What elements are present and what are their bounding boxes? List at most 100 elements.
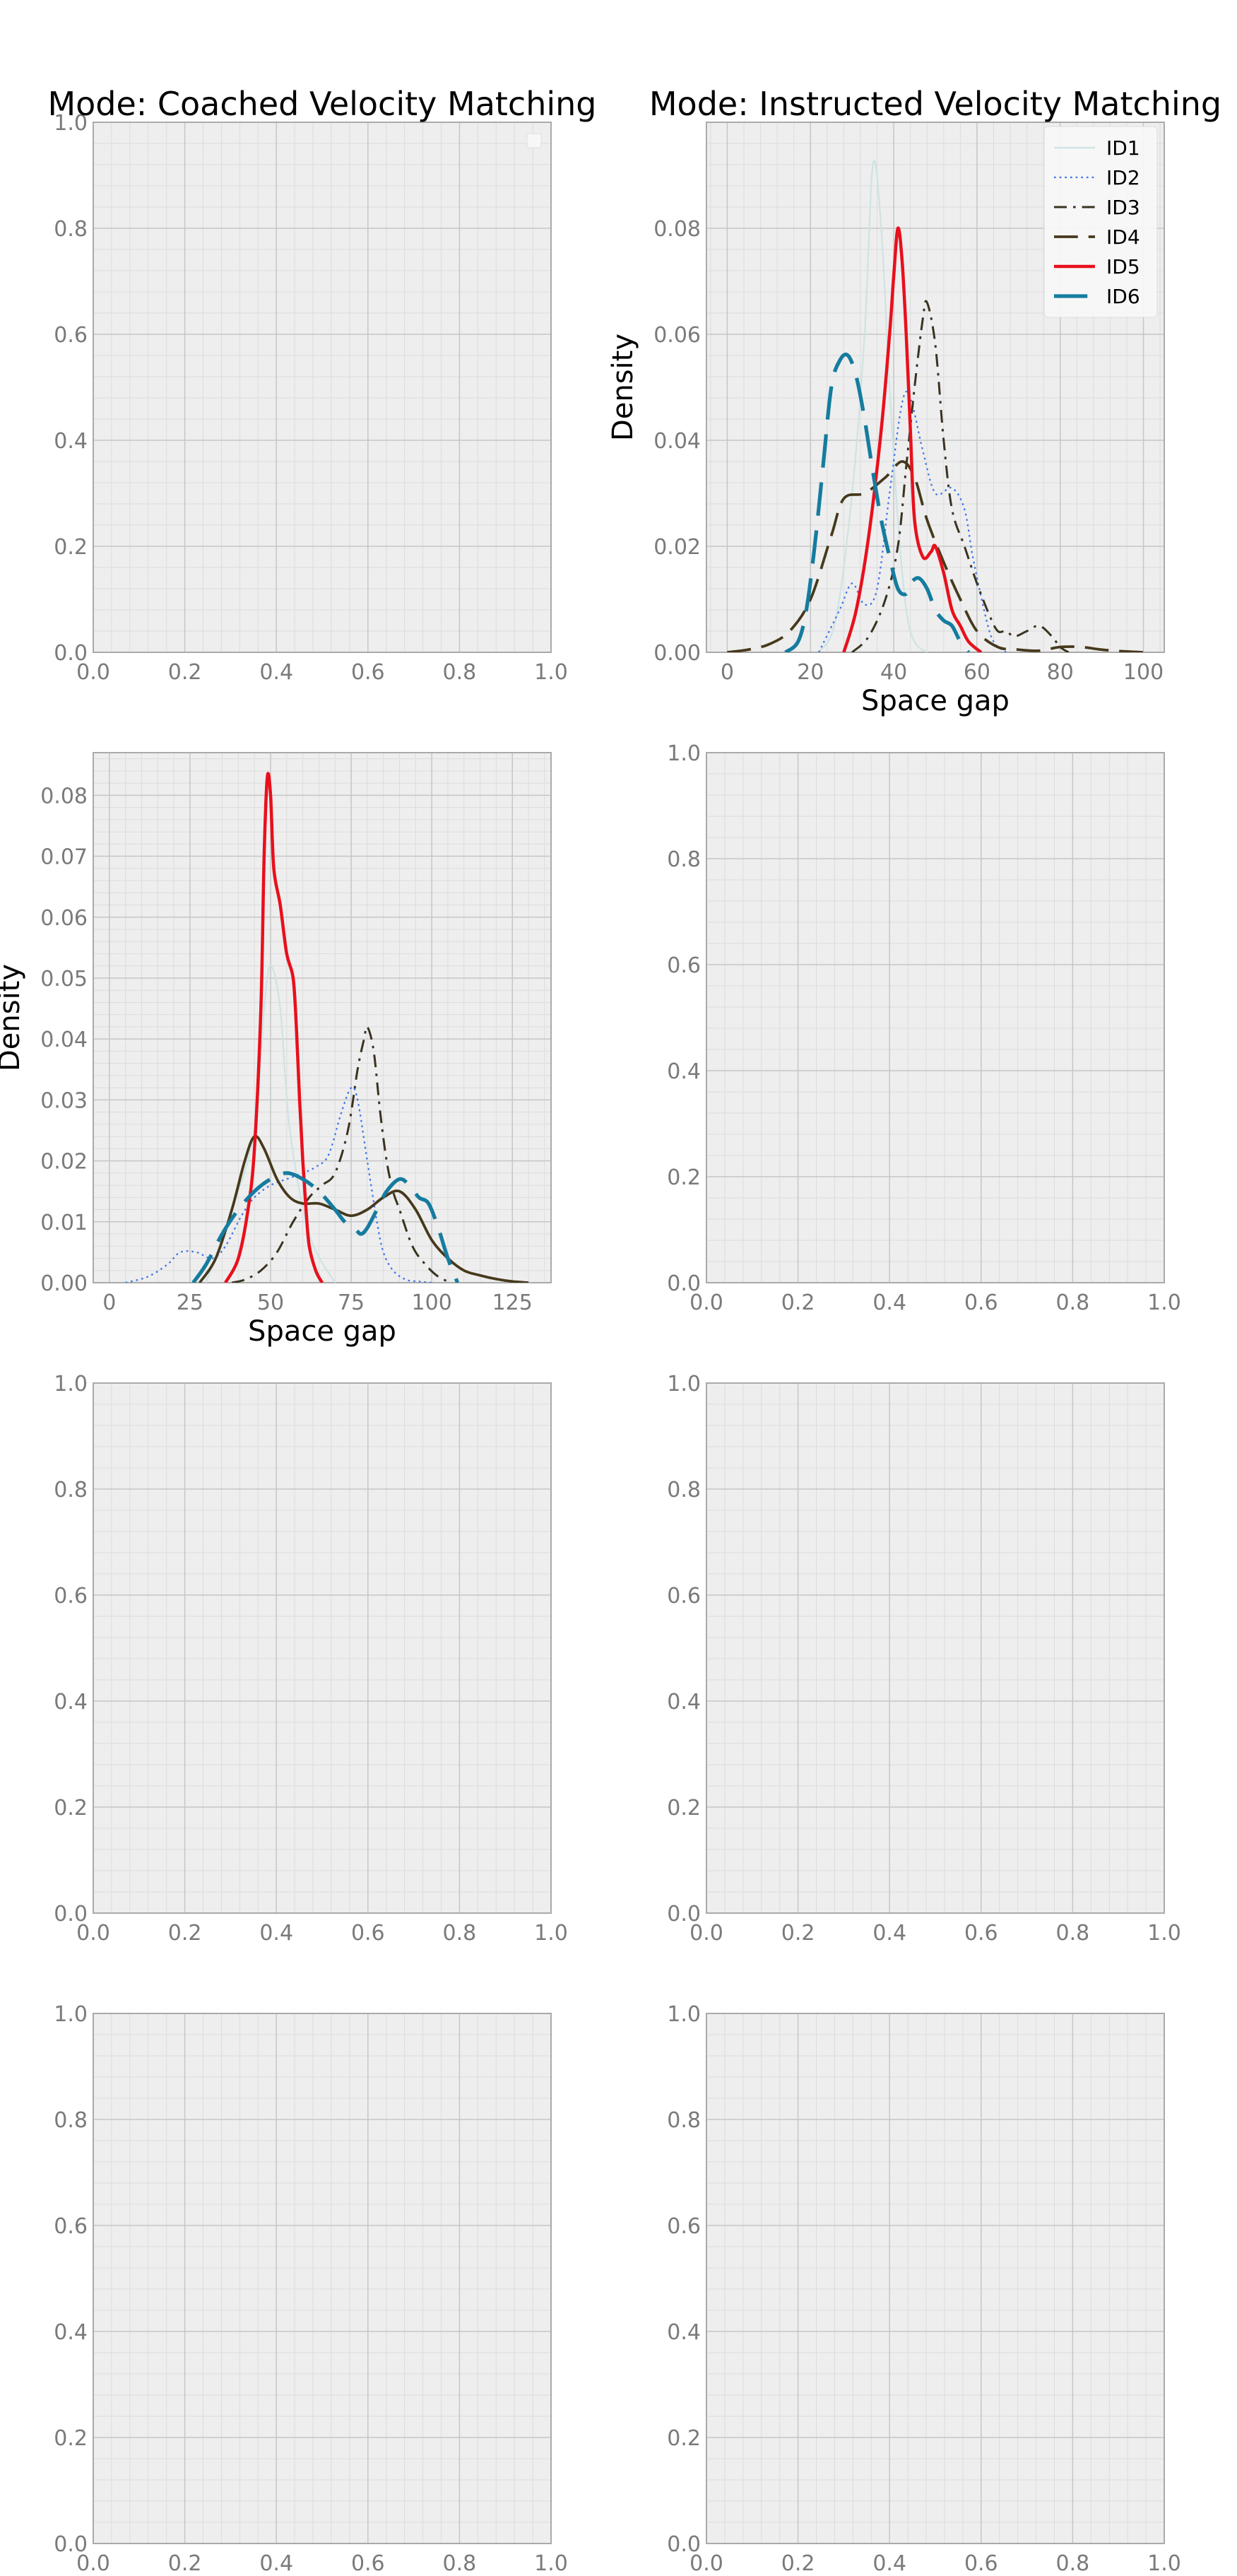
x-tick-label: 0.4 <box>872 1290 906 1315</box>
y-tick-label: 1.0 <box>667 741 701 766</box>
panel-row3-right: 0.0 0.2 0.4 0.6 0.8 1.0 0.0 0.2 0.4 0.6 0.8 1.0 <box>667 1372 1181 1946</box>
legend-label: ID1 <box>1106 136 1140 160</box>
x-tick-label: 1.0 <box>1147 1290 1181 1315</box>
y-tick-label: 0.08 <box>40 784 88 808</box>
x-tick-label: 0.8 <box>443 1921 477 1946</box>
panel-row1-left: 0.0 0.2 0.4 0.6 0.8 1.00.00.20.40.60.81.0Mode… <box>47 85 596 685</box>
y-tick-label: 0.0 <box>667 2532 701 2557</box>
series-group <box>727 160 1144 652</box>
grid <box>93 122 552 653</box>
y-tick-label: 0.01 <box>40 1211 88 1235</box>
x-tick-label: 0.8 <box>1056 1921 1090 1946</box>
x-axis-label: Space gap <box>861 685 1010 717</box>
plot-area <box>93 122 551 652</box>
y-tick-label: 0.4 <box>54 429 88 454</box>
y-tick-label: 0.4 <box>54 2320 88 2345</box>
x-tick-label: 0.6 <box>351 660 385 685</box>
panel-row2-right: 0.0 0.2 0.4 0.6 0.8 1.0 0.0 0.2 0.4 0.6 0.8 1.0 <box>667 741 1181 1315</box>
legend-label: ID6 <box>1106 285 1140 308</box>
x-tick-label: 0.2 <box>781 1921 815 1946</box>
y-tick-label: 0.2 <box>54 2426 88 2451</box>
y-tick-label: 0.0 <box>54 641 88 666</box>
x-tick-label: 0 <box>102 1290 116 1315</box>
y-tick-label: 0.2 <box>54 1796 88 1821</box>
y-tick-label: 0.8 <box>54 2108 88 2133</box>
x-tick-label: 0.4 <box>872 2551 906 2576</box>
x-tick-label: 0.4 <box>259 2551 293 2576</box>
series-line-id4 <box>199 1134 529 1283</box>
x-tick-label: 0.0 <box>76 1921 110 1946</box>
plot-area <box>93 1383 551 1913</box>
panel-row1-right: 0 20 40 60 80 100 0.00 0.02 0.04 0.06 0.08 Mode: In… <box>607 85 1221 717</box>
y-tick-label: 0.6 <box>54 323 88 348</box>
series-group <box>125 772 529 1283</box>
x-tick-label: 1.0 <box>534 660 568 685</box>
series-line-id2 <box>125 1086 432 1283</box>
plot-frame <box>706 122 1165 653</box>
x-tick-label: 0.2 <box>168 2551 202 2576</box>
x-tick-label: 0.6 <box>964 1290 998 1315</box>
x-tick-label: 20 <box>797 660 824 685</box>
x-tick-label: 0.2 <box>168 1921 202 1946</box>
series-line-id6 <box>191 1171 460 1283</box>
y-tick-label: 0.2 <box>667 1165 701 1190</box>
x-tick-label: 0.0 <box>689 2551 723 2576</box>
x-tick-label: 100 <box>1123 660 1164 685</box>
series-line-id4 <box>727 460 1144 652</box>
y-tick-label: 0.6 <box>54 1584 88 1608</box>
x-tick-label: 0.0 <box>76 2551 110 2576</box>
y-tick-label: 0.6 <box>54 2214 88 2239</box>
grid <box>706 1382 1165 1914</box>
x-tick-label: 0.0 <box>689 1290 723 1315</box>
panel-row2-left: 0 25 50 75 100 125 0.00 0.01 0.02 0.03 0.04 0.05 0.0… <box>0 752 552 1348</box>
y-tick-label: 0.00 <box>40 1271 88 1296</box>
y-axis-label: Density <box>607 334 639 441</box>
legend-label: ID4 <box>1106 225 1140 249</box>
plot-area <box>706 753 1164 1283</box>
plot-frame <box>93 2013 552 2544</box>
x-tick-label: 0.0 <box>689 1921 723 1946</box>
y-tick-label: 0.8 <box>54 217 88 242</box>
series-line-id5 <box>224 772 324 1283</box>
y-tick-label: 0.6 <box>667 953 701 978</box>
x-tick-label: 0 <box>721 660 734 685</box>
y-tick-label: 0.07 <box>40 845 88 870</box>
x-tick-label: 1.0 <box>1147 2551 1181 2576</box>
chart-title: Mode: Coached Velocity Matching <box>47 85 596 123</box>
series-line-id5 <box>842 226 983 652</box>
x-tick-label: 0.2 <box>781 2551 815 2576</box>
y-axis-label: Density <box>0 964 26 1071</box>
x-tick-label: 100 <box>412 1290 452 1315</box>
y-tick-label: 0.04 <box>653 429 701 454</box>
plot-area <box>93 753 551 1283</box>
y-tick-label: 1.0 <box>54 2002 88 2027</box>
plot-frame <box>706 1382 1165 1914</box>
series-line-id6 <box>784 352 971 652</box>
panel-row4-left: 0.0 0.2 0.4 0.6 0.8 1.0 0.0 0.2 0.4 0.6 0.8 1.0 <box>54 2002 568 2576</box>
series-line-id3 <box>851 300 1070 652</box>
x-tick-label: 1.0 <box>534 1921 568 1946</box>
legend: ID1 ID2 ID3 ID4 ID5 ID6 <box>1043 126 1158 318</box>
x-tick-label: 0.4 <box>259 660 293 685</box>
plot-frame <box>706 2013 1165 2544</box>
x-tick-label: 80 <box>1047 660 1074 685</box>
y-tick-label: 0.0 <box>667 1902 701 1927</box>
y-tick-label: 0.4 <box>667 2320 701 2345</box>
y-tick-label: 0.0 <box>54 1902 88 1927</box>
x-tick-label: 60 <box>964 660 990 685</box>
x-tick-label: 0.8 <box>1056 1290 1090 1315</box>
y-tick-label: 1.0 <box>667 1372 701 1396</box>
y-tick-label: 0.6 <box>667 2214 701 2239</box>
x-tick-label: 125 <box>492 1290 533 1315</box>
x-tick-label: 0.6 <box>964 1921 998 1946</box>
y-tick-label: 0.8 <box>54 1478 88 1502</box>
x-tick-label: 1.0 <box>534 2551 568 2576</box>
x-tick-label: 0.4 <box>872 1921 906 1946</box>
y-tick-label: 0.2 <box>667 2426 701 2451</box>
panel-row4-right: 0.0 0.2 0.4 0.6 0.8 1.0 0.0 0.2 0.4 0.6 0.8 1.0 <box>667 2002 1181 2576</box>
plot-area <box>93 2013 551 2543</box>
x-tick-label: 0.2 <box>781 1290 815 1315</box>
x-tick-label: 75 <box>338 1290 365 1315</box>
y-tick-label: 0.8 <box>667 1478 701 1502</box>
y-tick-label: 0.2 <box>667 1796 701 1821</box>
